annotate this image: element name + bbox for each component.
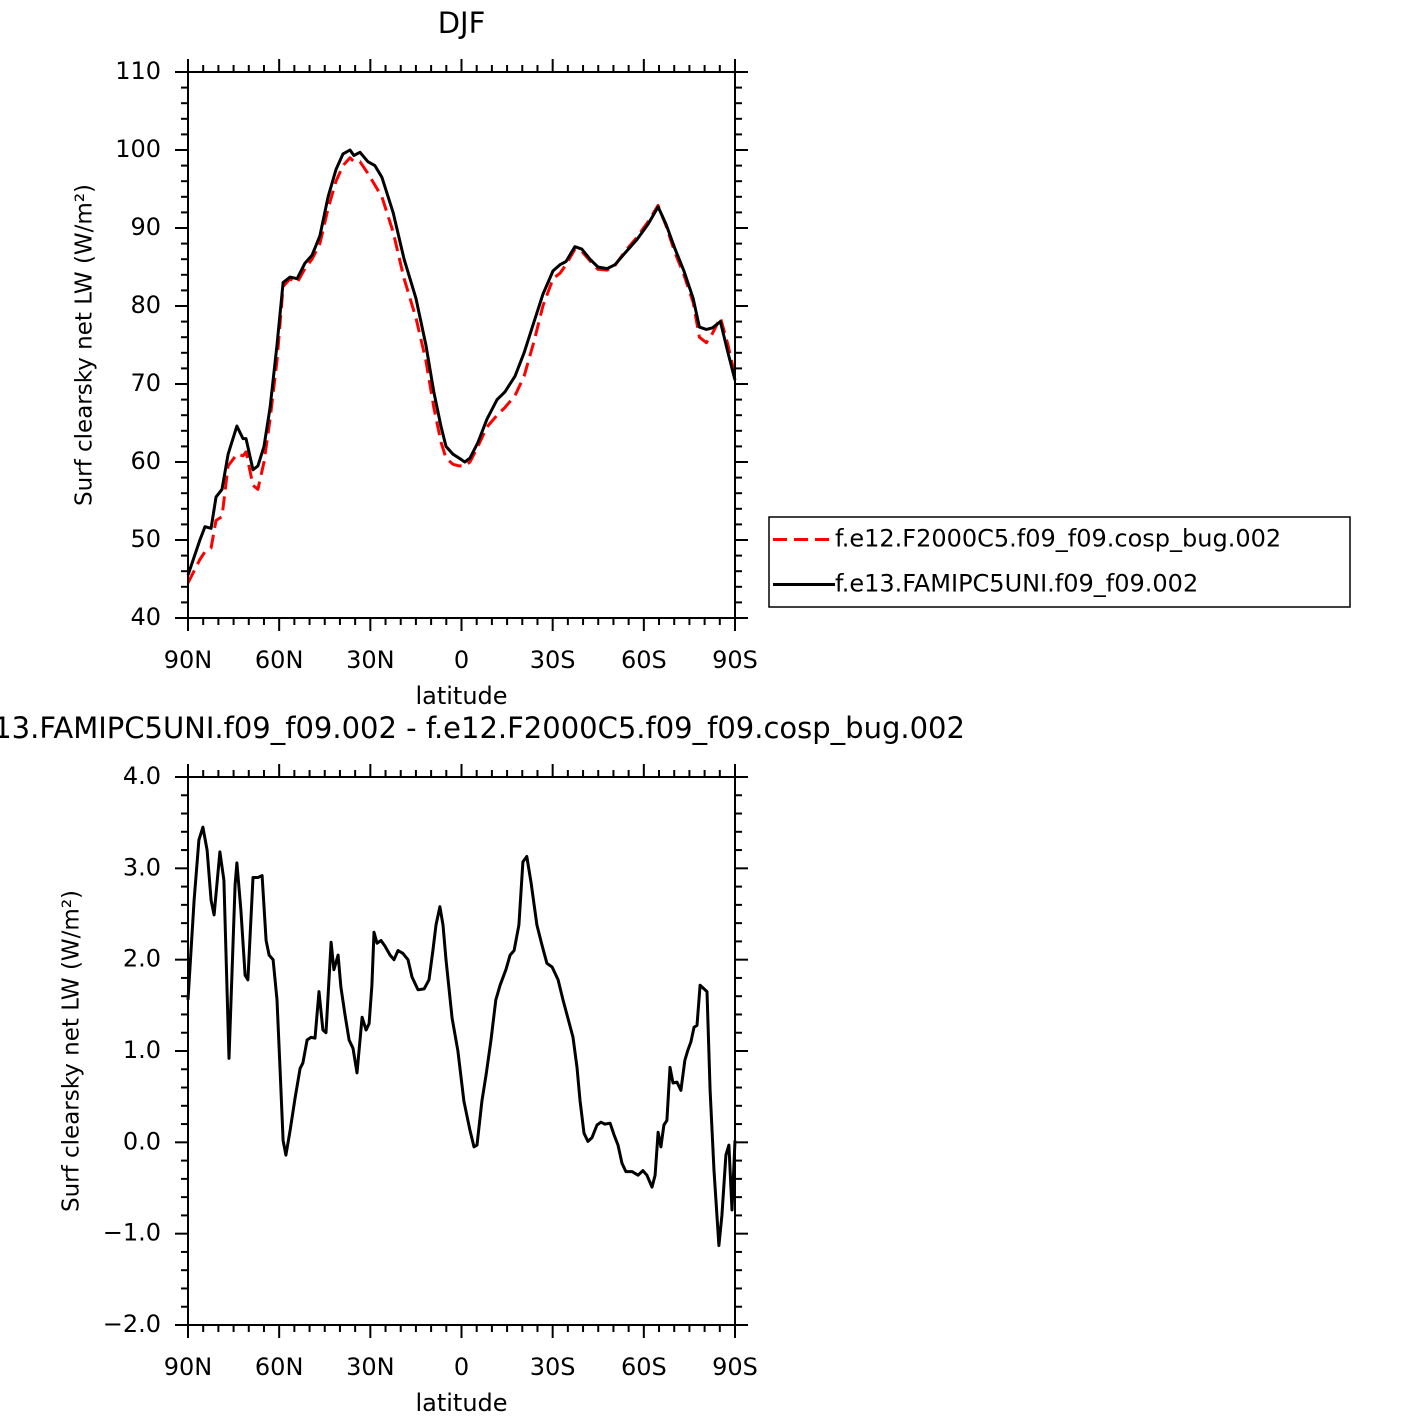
legend-label: f.e12.F2000C5.f09_f09.cosp_bug.002: [835, 525, 1281, 553]
x-axis-label: latitude: [415, 682, 507, 710]
x-tick-label: 30N: [346, 646, 395, 674]
y-tick-label: 60: [130, 447, 161, 475]
legend-label: f.e13.FAMIPC5UNI.f09_f09.002: [835, 570, 1198, 598]
x-tick-label: 90N: [164, 1353, 213, 1381]
x-tick-label: 90N: [164, 646, 213, 674]
y-tick-label: 100: [115, 135, 161, 163]
x-tick-label: 60S: [621, 1353, 667, 1381]
plot-frame: [187, 776, 736, 1326]
y-tick-label: −2.0: [103, 1310, 161, 1338]
y-axis-label: Surf clearsky net LW (W/m²): [72, 184, 98, 506]
y-tick-label: 3.0: [123, 853, 161, 881]
y-tick-label: 70: [130, 369, 161, 397]
y-tick-label: 50: [130, 525, 161, 553]
data-line: [186, 148, 737, 576]
legend-box: [768, 516, 1351, 608]
y-tick-label: 90: [130, 213, 161, 241]
x-axis-label: latitude: [415, 1389, 507, 1417]
data-line: [186, 825, 737, 1247]
x-tick-label: 60S: [621, 646, 667, 674]
y-tick-label: 110: [115, 57, 161, 85]
y-axis-label: Surf clearsky net LW (W/m²): [59, 890, 85, 1212]
x-tick-label: 30N: [346, 1353, 395, 1381]
x-tick-label: 60N: [255, 646, 304, 674]
x-tick-label: 90S: [712, 646, 758, 674]
data-line: [186, 156, 737, 584]
y-tick-label: −1.0: [103, 1219, 161, 1247]
x-tick-label: 0: [454, 1353, 469, 1381]
y-tick-label: 40: [130, 603, 161, 631]
y-tick-label: 4.0: [123, 762, 161, 790]
x-tick-label: 30S: [530, 646, 576, 674]
y-tick-label: 0.0: [123, 1127, 161, 1155]
x-tick-label: 90S: [712, 1353, 758, 1381]
x-tick-label: 0: [454, 646, 469, 674]
chart-title: f.e13.FAMIPC5UNI.f09_f09.002 - f.e12.F20…: [0, 711, 965, 745]
y-tick-label: 1.0: [123, 1036, 161, 1064]
x-tick-label: 30S: [530, 1353, 576, 1381]
y-tick-label: 2.0: [123, 945, 161, 973]
plot-frame: [187, 71, 736, 619]
x-tick-label: 60N: [255, 1353, 304, 1381]
y-tick-label: 80: [130, 291, 161, 319]
chart-title: DJF: [438, 6, 486, 40]
